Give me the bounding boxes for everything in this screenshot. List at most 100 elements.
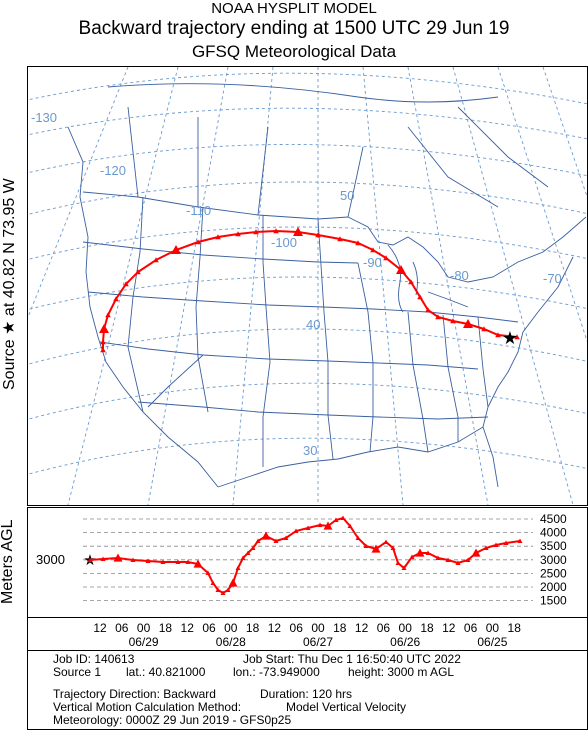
height-tick-label: 4000 (540, 526, 567, 540)
height-marker (235, 565, 241, 570)
hour-tick-label: 18 (159, 621, 173, 635)
height-marker (395, 560, 401, 565)
height-marker (465, 557, 471, 562)
trajectory-marker (99, 324, 109, 333)
trajectory-marker (273, 228, 279, 234)
hour-tick-label: 06 (202, 621, 216, 635)
trajectory-marker (293, 227, 303, 236)
trajectory-marker (408, 279, 414, 285)
trajectory-marker (417, 294, 423, 300)
trajectory-subtitle: Backward trajectory ending at 1500 UTC 2… (78, 18, 510, 39)
trajectory-marker (514, 334, 520, 340)
source-number: Source 1 (53, 665, 102, 679)
longitude-label: -70 (543, 271, 562, 286)
height-tick-label: 2000 (540, 580, 567, 594)
height-marker (435, 555, 441, 560)
height-marker (355, 535, 361, 540)
hour-tick-label: 06 (377, 621, 391, 635)
hour-tick-label: 00 (224, 621, 238, 635)
latitude-label: 30 (303, 443, 317, 458)
model-title: NOAA HYSPLIT MODEL (211, 0, 377, 17)
height-marker (240, 555, 246, 560)
trajectory-marker (355, 240, 361, 246)
trajectory-marker (100, 339, 106, 345)
date-tick-label: 06/29 (129, 635, 159, 649)
date-labels: 06/29 06/28 06/27 06/26 06/25 (129, 635, 508, 649)
height-marker (333, 517, 339, 522)
hour-tick-label: 12 (93, 621, 107, 635)
height-marker (210, 580, 216, 585)
source-height: height: 3000 m AGL (348, 665, 455, 679)
height-marker (493, 542, 499, 547)
height-marker (455, 560, 461, 565)
vertical-method-label: Vertical Motion Calculation Method: (53, 700, 242, 714)
hour-tick-label: 00 (137, 621, 151, 635)
meteorology-title: GFSQ Meteorological Data (191, 42, 397, 61)
longitude-label: -90 (363, 255, 382, 270)
longitude-label: -110 (186, 203, 211, 218)
vertical-method-value: Model Vertical Velocity (286, 700, 407, 714)
trajectory-marker (383, 255, 389, 261)
height-marker (215, 587, 221, 592)
date-tick-label: 06/25 (477, 635, 507, 649)
coastlines-and-borders (67, 83, 587, 488)
hour-tick-label: 12 (355, 621, 369, 635)
trajectory-marker (463, 319, 473, 328)
hour-tick-label: 12 (268, 621, 282, 635)
meteorology-info: Meteorology: 0000Z 29 Jun 2019 - GFS0p25 (53, 713, 292, 727)
height-marker (100, 556, 106, 561)
height-marker (113, 553, 123, 562)
trajectory-marker (495, 332, 501, 338)
height-marker (503, 540, 509, 545)
height-marker (483, 545, 489, 550)
date-tick-label: 06/26 (390, 635, 420, 649)
height-trace (89, 516, 521, 595)
height-marker (445, 557, 451, 562)
trajectory-marker (370, 247, 376, 253)
trajectory-marker (450, 318, 456, 324)
height-marker (245, 550, 251, 555)
hour-tick-label: 18 (420, 621, 434, 635)
job-start: Job Start: Thu Dec 1 16:50:40 UTC 2022 (243, 652, 461, 666)
trajectory-marker (195, 239, 201, 245)
hour-tick-label: 12 (181, 621, 195, 635)
trajectory-marker (100, 347, 106, 353)
trajectory-path: ★ (99, 227, 520, 353)
hour-tick-label: 18 (246, 621, 260, 635)
height-marker (261, 531, 271, 540)
graticule-labels: -130 -120 -110 -100 -90 -80 -70 50 40 30 (31, 110, 562, 458)
latitude-label: 40 (306, 317, 320, 332)
height-tick-label: 4500 (540, 512, 567, 526)
height-marker (401, 565, 407, 570)
trajectory-marker (435, 314, 441, 320)
height-tick-label: 3500 (540, 539, 567, 553)
source-lat: lat.: 40.821000 (126, 665, 206, 679)
height-marker (471, 548, 481, 557)
height-marker (255, 538, 261, 543)
height-marker (145, 558, 151, 563)
height-marker (409, 554, 415, 559)
longitude-label: -130 (31, 110, 57, 125)
date-tick-label: 06/28 (216, 635, 246, 649)
height-marker (340, 515, 346, 520)
height-marker (225, 587, 231, 592)
hour-labels: 12 06 00 18 12 06 00 18 12 06 00 18 12 06 00 18 12 06 00 18 (93, 621, 521, 635)
longitude-label: -120 (100, 163, 126, 178)
trajectory-marker (396, 265, 406, 274)
time-axis-canvas: 12 06 00 18 12 06 00 18 12 06 00 18 12 06 00 18 12 06 00 18… (93, 621, 521, 649)
trajectory-marker (171, 245, 181, 254)
height-marker (293, 528, 299, 533)
height-marker (175, 559, 181, 564)
height-marker (371, 544, 381, 553)
height-marker (160, 559, 166, 564)
height-marker (347, 523, 353, 528)
height-marker (130, 557, 136, 562)
height-marker (323, 521, 333, 530)
latitude-label: 50 (340, 188, 354, 203)
trajectory-marker (215, 234, 221, 240)
hour-tick-label: 06 (290, 621, 304, 635)
height-marker (273, 538, 279, 543)
height-marker (363, 543, 369, 548)
